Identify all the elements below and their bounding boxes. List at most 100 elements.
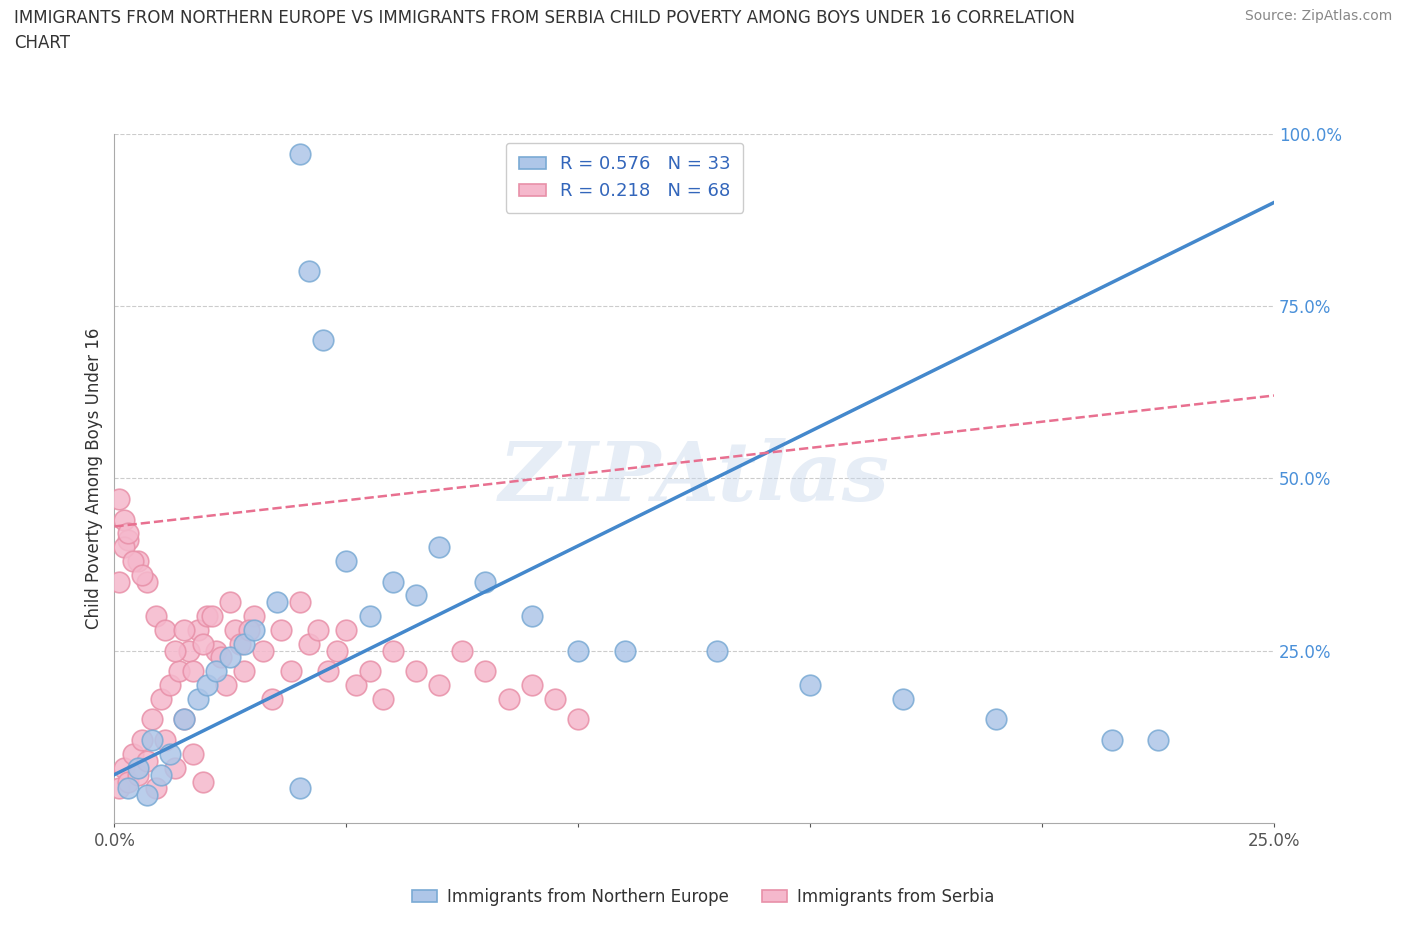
Legend: R = 0.576   N = 33, R = 0.218   N = 68: R = 0.576 N = 33, R = 0.218 N = 68 <box>506 142 744 213</box>
Point <box>135 753 157 768</box>
Point <box>520 678 543 693</box>
Point <box>1147 733 1170 748</box>
Point <box>191 774 214 789</box>
Point <box>799 678 821 693</box>
Point <box>381 574 404 589</box>
Point <box>219 595 242 610</box>
Point <box>131 733 153 748</box>
Point <box>173 712 195 727</box>
Point <box>122 747 145 762</box>
Point <box>112 512 135 527</box>
Text: IMMIGRANTS FROM NORTHERN EUROPE VS IMMIGRANTS FROM SERBIA CHILD POVERTY AMONG BO: IMMIGRANTS FROM NORTHERN EUROPE VS IMMIG… <box>14 9 1076 52</box>
Point <box>195 608 218 623</box>
Point <box>224 622 246 637</box>
Point <box>155 733 177 748</box>
Point <box>567 644 589 658</box>
Point <box>1101 733 1123 748</box>
Point <box>215 678 238 693</box>
Point <box>288 147 311 162</box>
Point <box>169 664 191 679</box>
Point <box>209 650 232 665</box>
Point <box>381 644 404 658</box>
Point <box>145 781 167 796</box>
Point <box>233 664 256 679</box>
Point <box>316 664 339 679</box>
Point <box>567 712 589 727</box>
Point <box>427 539 450 554</box>
Point <box>187 622 209 637</box>
Legend: Immigrants from Northern Europe, Immigrants from Serbia: Immigrants from Northern Europe, Immigra… <box>405 881 1001 912</box>
Point <box>108 491 131 506</box>
Point <box>117 533 139 548</box>
Point <box>252 644 274 658</box>
Point <box>127 767 149 782</box>
Point <box>135 788 157 803</box>
Y-axis label: Child Poverty Among Boys Under 16: Child Poverty Among Boys Under 16 <box>86 327 103 629</box>
Point <box>344 678 367 693</box>
Point <box>312 333 335 348</box>
Point <box>141 733 163 748</box>
Point <box>108 574 131 589</box>
Point <box>242 622 264 637</box>
Point <box>117 526 139 541</box>
Point <box>191 636 214 651</box>
Point <box>891 691 914 706</box>
Point <box>205 644 228 658</box>
Point <box>266 595 288 610</box>
Point <box>451 644 474 658</box>
Point <box>298 264 321 279</box>
Point <box>288 781 311 796</box>
Point <box>112 539 135 554</box>
Point <box>187 691 209 706</box>
Point <box>173 622 195 637</box>
Point <box>544 691 567 706</box>
Point <box>373 691 395 706</box>
Point <box>159 747 181 762</box>
Point <box>163 644 186 658</box>
Point <box>219 650 242 665</box>
Point <box>181 664 204 679</box>
Point <box>135 574 157 589</box>
Point <box>335 553 357 568</box>
Point <box>201 608 224 623</box>
Point <box>127 553 149 568</box>
Point <box>262 691 284 706</box>
Point <box>149 691 172 706</box>
Point <box>474 664 496 679</box>
Point <box>326 644 349 658</box>
Point <box>270 622 292 637</box>
Point <box>159 678 181 693</box>
Point <box>359 608 381 623</box>
Point <box>177 644 200 658</box>
Point <box>474 574 496 589</box>
Text: ZIPAtlas: ZIPAtlas <box>499 438 890 518</box>
Point <box>173 712 195 727</box>
Point <box>359 664 381 679</box>
Point <box>155 622 177 637</box>
Point <box>233 636 256 651</box>
Point <box>520 608 543 623</box>
Point <box>117 774 139 789</box>
Point <box>117 781 139 796</box>
Point <box>145 608 167 623</box>
Point <box>298 636 321 651</box>
Point <box>706 644 728 658</box>
Point <box>122 553 145 568</box>
Point <box>163 761 186 776</box>
Point <box>613 644 636 658</box>
Point <box>242 608 264 623</box>
Point <box>405 664 427 679</box>
Point <box>984 712 1007 727</box>
Point <box>405 588 427 603</box>
Point <box>238 622 260 637</box>
Text: Source: ZipAtlas.com: Source: ZipAtlas.com <box>1244 9 1392 23</box>
Point <box>131 567 153 582</box>
Point <box>308 622 330 637</box>
Point <box>498 691 520 706</box>
Point <box>141 712 163 727</box>
Point <box>112 761 135 776</box>
Point <box>280 664 302 679</box>
Point <box>149 767 172 782</box>
Point <box>427 678 450 693</box>
Point <box>127 761 149 776</box>
